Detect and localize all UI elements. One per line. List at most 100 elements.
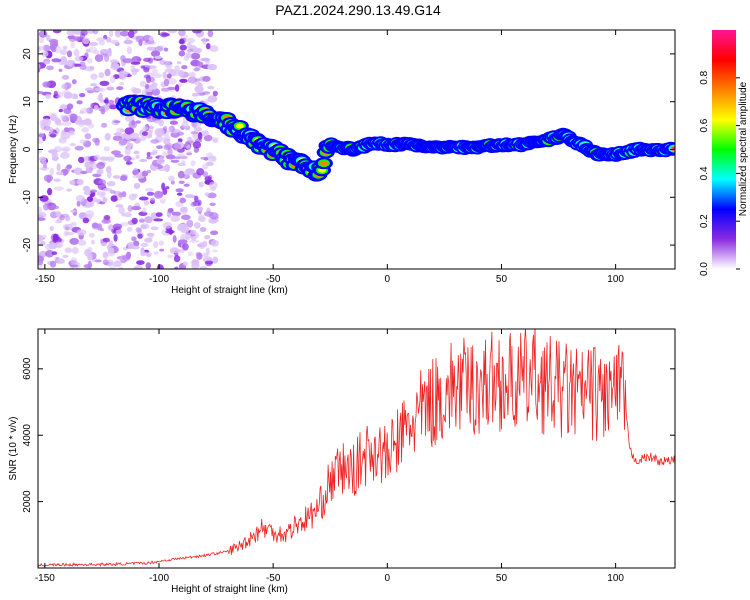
speckle-mark [190,160,196,167]
speckle-mark [209,202,216,206]
speckle-mark [171,248,181,254]
speckle-mark [96,37,106,42]
speckle-mark [94,54,104,62]
speckle-mark [141,89,148,97]
speckle-mark [212,90,218,97]
speckle-mark [170,215,180,222]
speckle-mark [180,206,188,213]
speckle-mark [190,131,199,135]
speckle-mark [112,135,123,141]
speckle-mark [92,30,99,35]
speckle-mark [127,30,135,38]
speckle-mark [209,45,219,52]
speckle-mark [211,219,219,223]
speckle-mark [210,240,219,247]
y-tick-label: 0 [22,146,33,152]
speckle-mark [55,211,62,217]
speckle-mark [178,239,188,244]
speckle-mark [135,154,140,160]
speckle-mark [59,49,68,55]
speckle-mark [113,132,123,137]
speckle-mark [59,215,65,221]
speckle-mark [179,44,187,51]
speckle-mark [66,50,73,58]
speckle-mark [91,240,95,245]
speckle-mark [172,235,177,243]
speckle-mark [51,46,57,53]
speckle-mark [133,266,138,269]
speckle-mark [85,48,91,53]
speckle-mark [124,212,132,218]
speckle-mark [194,222,201,229]
speckle-mark [38,46,46,51]
speckle-mark [45,249,54,258]
speckle-mark [179,78,188,83]
speckle-mark [205,43,211,50]
speckle-mark [148,233,154,240]
speckle-mark [87,253,93,261]
speckle-mark [166,209,172,218]
speckle-mark [140,65,146,69]
speckle-mark [207,192,217,199]
speckle-mark [159,248,165,252]
y-axis-label: SNR (10 * v/v) [8,417,19,481]
speckle-mark [86,65,94,72]
speckle-mark [178,180,185,184]
speckle-mark [138,196,149,201]
speckle-mark [131,71,138,76]
speckle-mark [88,122,94,129]
speckle-mark [140,250,146,257]
speckle-mark [38,156,47,162]
speckle-mark [83,185,90,192]
speckle-mark [45,93,51,99]
speckle-mark [189,239,199,243]
speckle-mark [96,162,105,170]
speckle-mark [154,251,159,255]
speckle-mark [110,195,119,202]
speckle-mark [175,188,184,193]
speckle-mark [63,169,67,177]
speckle-mark [109,104,118,110]
speckle-mark [150,226,159,231]
speckle-mark [126,46,132,55]
speckle-mark [108,99,115,106]
speckle-mark [166,154,176,160]
snr-series-line [38,329,675,567]
speckle-mark [171,143,181,151]
speckle-mark [46,65,54,71]
speckle-mark [38,63,41,69]
speckle-mark [154,55,163,60]
speckle-mark [49,260,57,268]
speckle-mark [169,120,178,125]
speckle-mark [88,232,95,238]
speckle-mark [163,47,169,52]
speckle-mark [165,186,170,190]
speckle-mark [192,30,202,34]
speckle-mark [161,32,171,37]
speckle-mark [119,30,130,37]
speckle-mark [99,194,106,199]
speckle-mark [61,146,71,153]
speckle-mark [112,175,121,179]
speckle-mark [39,195,49,202]
speckle-mark [55,220,60,224]
speckle-mark [73,48,80,57]
speckle-mark [100,108,106,115]
speckle-mark [106,37,112,43]
speckle-mark [101,122,108,128]
speckle-mark [135,227,142,233]
speckle-mark [192,141,202,149]
speckle-mark [186,144,192,150]
speckle-mark [105,251,116,257]
speckle-mark [121,191,127,198]
speckle-mark [156,145,163,150]
speckle-mark [119,128,125,133]
speckle-mark [85,201,93,208]
speckle-mark [205,60,211,65]
speckle-mark [204,192,209,197]
speckle-mark [155,212,163,218]
speckle-mark [146,46,157,51]
speckle-mark [62,254,69,258]
speckle-mark [151,82,157,91]
speckle-mark [138,218,145,223]
